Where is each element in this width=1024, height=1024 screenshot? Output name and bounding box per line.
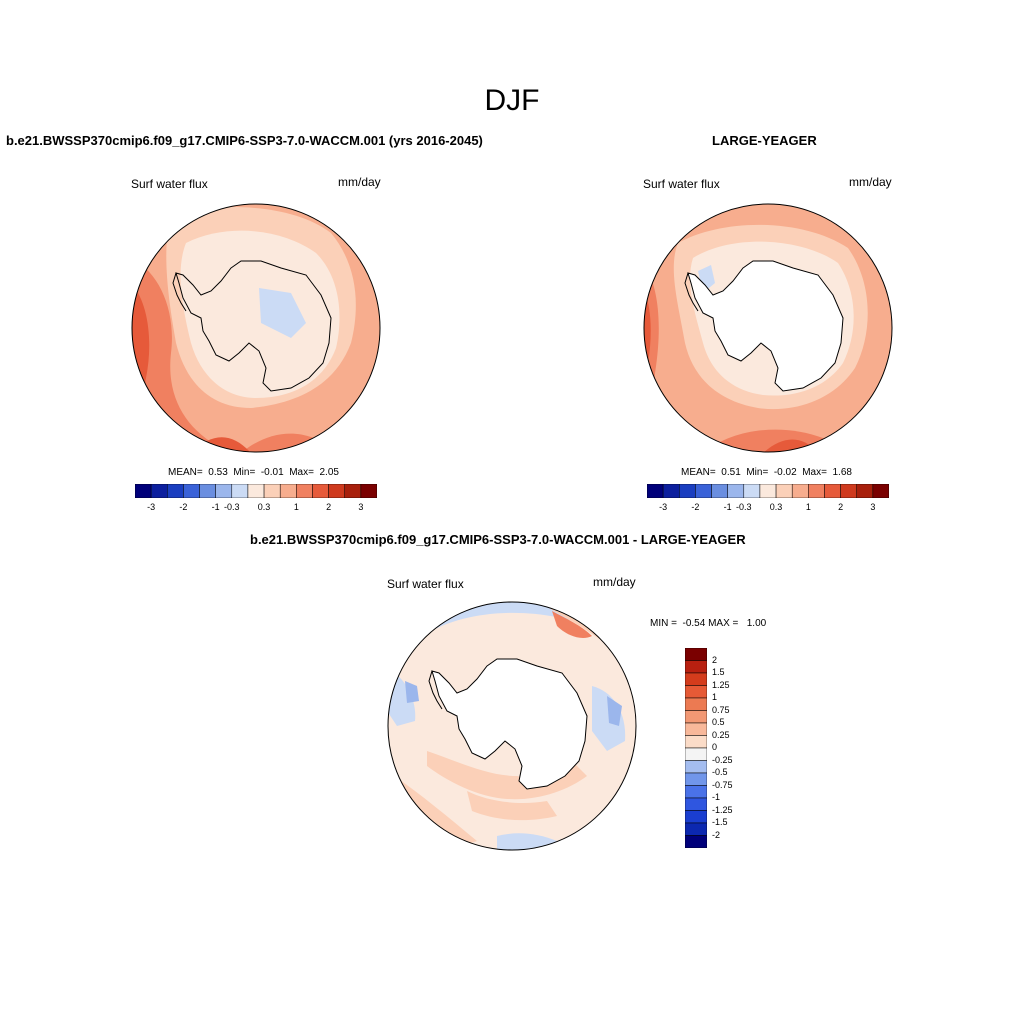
- colorbar-swatch: [679, 484, 696, 498]
- panel1-units: mm/day: [338, 175, 381, 189]
- colorbar-tick-label: -2: [712, 829, 721, 840]
- colorbar-tick-label: 1.5: [712, 667, 725, 677]
- colorbar-tick-label: 0: [712, 742, 718, 752]
- colorbar-tick-label: 2: [838, 502, 844, 512]
- colorbar-tick-label: -1.25: [712, 804, 733, 815]
- panel1-title: b.e21.BWSSP370cmip6.f09_g17.CMIP6-SSP3-7…: [6, 133, 483, 148]
- colorbar-tick-label: -0.75: [712, 779, 733, 790]
- colorbar-tick-label: 2: [326, 502, 332, 512]
- colorbar-swatch: [872, 484, 889, 498]
- panel3-colorbar: [685, 648, 707, 848]
- colorbar-swatch: [312, 484, 329, 498]
- colorbar-swatch: [791, 484, 809, 498]
- colorbar-swatch: [743, 484, 761, 498]
- colorbar-swatch: [167, 484, 184, 498]
- colorbar-tick-label: -1: [723, 502, 732, 512]
- colorbar-swatch: [279, 484, 297, 498]
- colorbar-swatch: [685, 760, 707, 774]
- panel2-units: mm/day: [849, 175, 892, 189]
- panel1-map: [131, 203, 381, 453]
- colorbar-swatch: [808, 484, 825, 498]
- colorbar-swatch: [263, 484, 281, 498]
- colorbar-swatch: [840, 484, 857, 498]
- colorbar-swatch: [647, 484, 664, 498]
- figure-title: DJF: [484, 84, 540, 117]
- colorbar-swatch: [685, 722, 707, 736]
- colorbar-tick-label: 2: [712, 654, 718, 665]
- colorbar-swatch: [685, 672, 707, 686]
- colorbar-tick-label: -1: [211, 502, 220, 512]
- panel3-stats: MIN = -0.54 MAX = 1.00: [650, 618, 767, 629]
- panel1-variable: Surf water flux: [131, 177, 208, 191]
- colorbar-swatch: [711, 484, 728, 498]
- colorbar-swatch: [360, 484, 377, 498]
- panel2-colorbar-labels: -3 -2 -1 -0.3 0.3 1 2 3: [647, 502, 889, 514]
- colorbar-tick-label: 3: [358, 502, 364, 512]
- colorbar-tick-label: 1: [712, 692, 718, 702]
- colorbar-swatch: [695, 484, 712, 498]
- colorbar-tick-label: 0.25: [712, 729, 730, 740]
- colorbar-swatch: [344, 484, 362, 498]
- colorbar-tick-label: -0.3: [736, 502, 752, 512]
- colorbar-swatch: [685, 772, 707, 786]
- colorbar-tick-label: -3: [147, 502, 156, 512]
- colorbar-swatch: [215, 484, 233, 498]
- colorbar-swatch: [150, 484, 168, 498]
- colorbar-tick-label: 1: [293, 502, 299, 512]
- colorbar-tick-label: 0.3: [257, 502, 271, 512]
- colorbar-swatch: [231, 484, 249, 498]
- colorbar-tick-label: -1: [712, 792, 721, 802]
- colorbar-tick-label: -3: [659, 502, 668, 512]
- colorbar-tick-label: 1: [805, 502, 811, 512]
- colorbar-swatch: [183, 484, 200, 498]
- colorbar-swatch: [824, 484, 841, 498]
- colorbar-swatch: [247, 484, 265, 498]
- colorbar-swatch: [727, 484, 745, 498]
- colorbar-swatch: [662, 484, 680, 498]
- colorbar-tick-label: 0.3: [769, 502, 783, 512]
- colorbar-tick-label: -2: [691, 502, 700, 512]
- colorbar-swatch: [685, 735, 707, 749]
- colorbar-swatch: [685, 685, 707, 699]
- panel3-units: mm/day: [593, 575, 636, 589]
- colorbar-swatch: [328, 484, 345, 498]
- colorbar-swatch: [296, 484, 313, 498]
- colorbar-tick-label: 0.75: [712, 704, 730, 715]
- colorbar-swatch: [685, 747, 707, 761]
- colorbar-swatch: [775, 484, 793, 498]
- colorbar-swatch: [685, 648, 707, 661]
- colorbar-tick-label: -2: [179, 502, 188, 512]
- colorbar-swatch: [685, 797, 707, 811]
- colorbar-tick-label: 3: [870, 502, 876, 512]
- colorbar-swatch: [685, 835, 707, 848]
- panel3-map: [387, 601, 637, 851]
- colorbar-swatch: [685, 660, 707, 674]
- panel1-colorbar: [135, 484, 377, 498]
- colorbar-swatch: [759, 484, 777, 498]
- panel2-colorbar: [647, 484, 889, 498]
- panel1-colorbar-labels: -3 -2 -1 -0.3 0.3 1 2 3: [135, 502, 377, 514]
- panel2-stats: MEAN= 0.51 Min= -0.02 Max= 1.68: [681, 467, 852, 478]
- colorbar-swatch: [685, 822, 707, 836]
- colorbar-swatch: [856, 484, 874, 498]
- panel1-stats: MEAN= 0.53 Min= -0.01 Max= 2.05: [168, 467, 339, 478]
- colorbar-swatch: [199, 484, 216, 498]
- colorbar-swatch: [685, 697, 707, 711]
- colorbar-tick-label: 1.25: [712, 679, 730, 690]
- colorbar-tick-label: 0.5: [712, 717, 725, 727]
- panel3-variable: Surf water flux: [387, 577, 464, 591]
- colorbar-swatch: [685, 710, 707, 724]
- colorbar-tick-label: -1.5: [712, 817, 728, 827]
- colorbar-swatch: [685, 785, 707, 799]
- panel2-title: LARGE-YEAGER: [712, 133, 817, 148]
- panel3-title: b.e21.BWSSP370cmip6.f09_g17.CMIP6-SSP3-7…: [250, 532, 746, 547]
- panel3-colorbar-labels: 2 1.5 1.25 1 0.75 0.5 0.25 0 -0.25 -0.5 -0.75 -1 -1.…: [708, 648, 748, 848]
- colorbar-swatch: [135, 484, 152, 498]
- colorbar-tick-label: -0.5: [712, 767, 728, 777]
- panel2-map: [643, 203, 893, 453]
- colorbar-swatch: [685, 810, 707, 824]
- colorbar-tick-label: -0.3: [224, 502, 240, 512]
- colorbar-tick-label: -0.25: [712, 754, 733, 765]
- panel2-variable: Surf water flux: [643, 177, 720, 191]
